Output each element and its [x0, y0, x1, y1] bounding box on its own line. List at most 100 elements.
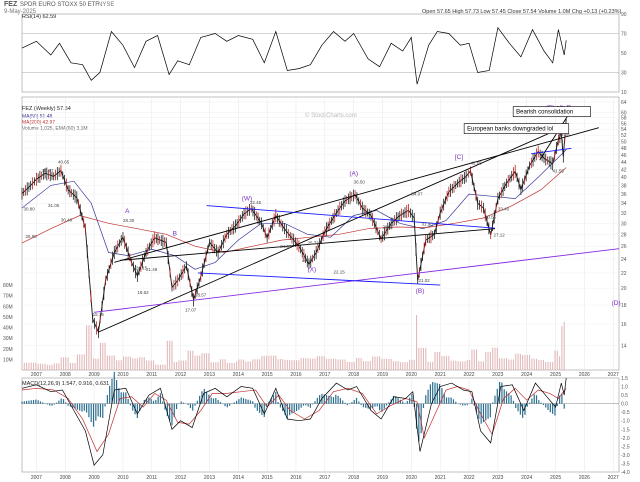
volume-tick-label: 50M [3, 315, 13, 321]
x-tick-label: 2015 [262, 475, 273, 481]
x-tick-label: 2011 [146, 372, 157, 378]
x-tick-label: 2021 [435, 372, 446, 378]
x-tick-label: 2023 [492, 372, 503, 378]
x-tick-label: 2025 [550, 475, 561, 481]
annotation-box [512, 106, 591, 117]
x-tick-label: 2020 [406, 475, 417, 481]
price-tick-label: 32 [621, 211, 627, 217]
trendline [530, 147, 572, 155]
rsi-tick-label: 90 [621, 12, 627, 18]
price-label: 23.55 [302, 258, 314, 263]
x-tick-label: 2008 [60, 372, 71, 378]
x-tick-label: 2026 [579, 372, 590, 378]
wave-label: [C] [455, 154, 464, 161]
x-tick-label: 2013 [204, 475, 215, 481]
rsi-tick-label: 10 [621, 90, 627, 96]
x-tick-label: 2014 [233, 475, 244, 481]
x-tick-label: 2024 [521, 475, 532, 481]
price-tick-label: 58 [621, 116, 627, 122]
volume-tick-label: 40M [3, 326, 13, 332]
wave-label: (W) [242, 195, 252, 202]
price-label: 21.49 [146, 267, 158, 272]
rsi-tick-label: 30 [621, 71, 627, 77]
price-legend-ma50: MA(50) 51.48 [22, 114, 53, 120]
x-tick-label: 2008 [60, 475, 71, 481]
price-tick-label: 20 [621, 286, 627, 292]
x-tick-label: 2018 [348, 372, 359, 378]
x-tick-label: 2027 [608, 372, 619, 378]
rsi-series-line [21, 26, 567, 85]
price-label: 25.73 [308, 240, 320, 245]
trendline [539, 112, 571, 161]
price-tick-label: 44 [621, 160, 627, 166]
rsi-tick-label: 50 [621, 51, 627, 57]
macd-tick-label: -1.0 [621, 419, 630, 425]
volume-tick-label: 70M [3, 294, 13, 300]
price-label: 21.02 [419, 278, 431, 283]
chart-symbol: FEZ [4, 1, 18, 8]
x-tick-label: 2019 [377, 372, 388, 378]
x-tick-label: 2007 [31, 475, 42, 481]
price-label: 33.40 [498, 206, 510, 211]
price-label: 30.80 [23, 206, 35, 211]
x-tick-label: 2020 [406, 372, 417, 378]
x-tick-label: 2016 [290, 372, 301, 378]
x-tick-label: 2017 [319, 372, 330, 378]
macd-tick-label: 0.5 [621, 393, 628, 399]
x-tick-label: 2014 [233, 372, 244, 378]
macd-tick-label: -1.5 [621, 427, 630, 433]
macd-tick-label: 1.0 [621, 385, 628, 391]
annotation-text: Bearish consolidation [516, 110, 573, 116]
price-tick-label: 46 [621, 153, 627, 159]
price-title: FEZ (Weekly) 57.54 [22, 106, 71, 112]
macd-tick-label: -2.0 [621, 436, 630, 442]
x-tick-label: 2017 [319, 475, 330, 481]
price-label: 25.90 [25, 234, 37, 239]
price-label: 22.15 [333, 270, 345, 275]
price-label: 24.01 [280, 244, 292, 249]
macd-tick-label: 0.0 [621, 402, 628, 408]
x-tick-label: 2022 [463, 475, 474, 481]
price-tick-label: 38 [621, 183, 627, 189]
x-tick-label: 2010 [117, 372, 128, 378]
price-label: 27.12 [494, 233, 506, 238]
wave-label: (D) [612, 300, 621, 307]
trendline [98, 124, 569, 333]
rsi-legend: RSI(14) 62.59 [22, 14, 57, 20]
chart-watermark: © StockCharts.com [305, 113, 357, 119]
trendline [206, 205, 496, 229]
x-tick-label: 2010 [117, 475, 128, 481]
price-tick-label: 14 [621, 343, 627, 349]
price-tick-label: 22 [621, 271, 627, 277]
x-tick-label: 2022 [463, 372, 474, 378]
price-label: 30.55 [485, 215, 497, 220]
price-tick-label: 18 [621, 303, 627, 309]
price-tick-label: 50 [621, 139, 627, 145]
x-tick-label: 2026 [579, 475, 590, 481]
macd-signal-line [21, 386, 567, 453]
price-tick-label: 40 [621, 175, 627, 181]
wave-label: A [125, 208, 130, 215]
price-series-line [21, 149, 567, 270]
x-tick-label: 2016 [290, 475, 301, 481]
volume-tick-label: 10M [3, 357, 13, 363]
price-tick-label: 34 [621, 201, 627, 207]
price-label: 28.30 [123, 218, 135, 223]
chart-name: SPDR EURO STOXX 50 ETF [20, 2, 99, 8]
price-tick-label: 54 [621, 127, 627, 133]
x-tick-label: 2024 [521, 372, 532, 378]
price-label: 28.87 [383, 225, 395, 230]
x-tick-label: 2021 [435, 475, 446, 481]
price-tick-label: 48 [621, 146, 627, 152]
macd-legend: MACD(12,26,9) 1.547, 0.916, 0.631 [22, 381, 110, 387]
price-label: 36.50 [354, 179, 366, 184]
price-tick-label: 36 [621, 192, 627, 198]
price-label: 40.65 [58, 159, 70, 164]
wave-label: (X) [308, 266, 317, 273]
price-label: 21.15 [136, 265, 148, 270]
price-series-line [21, 167, 567, 253]
macd-line [21, 377, 567, 466]
macd-tick-label: 1.5 [621, 376, 628, 382]
price-label: 32.45 [250, 200, 262, 205]
